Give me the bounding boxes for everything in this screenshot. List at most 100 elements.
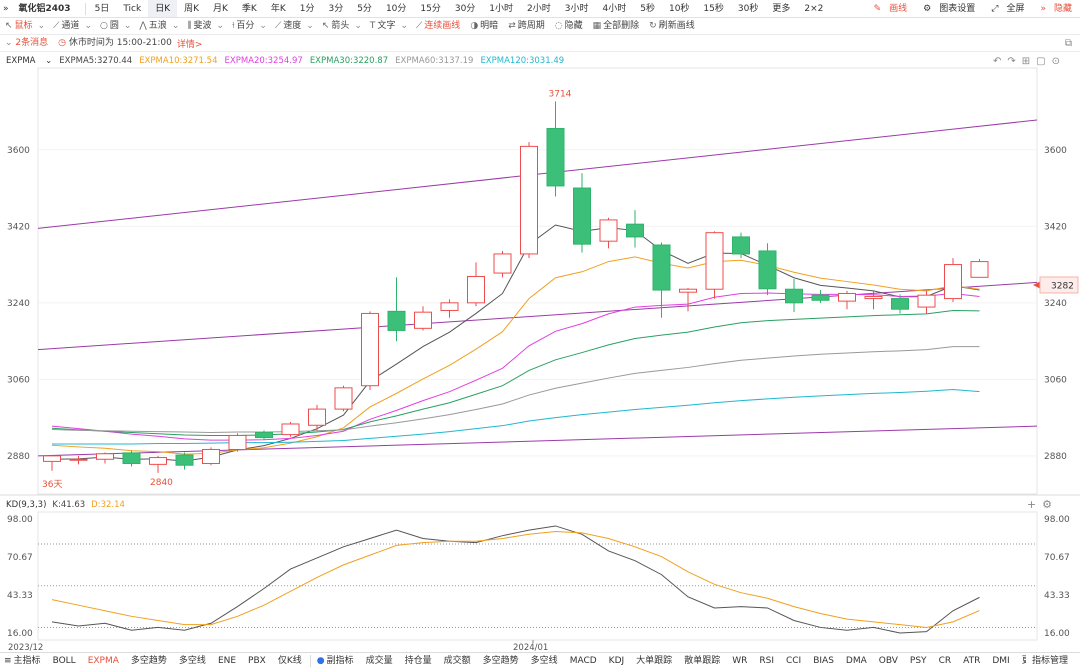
- ema-legend-item-5: EXPMA120:3031.49: [480, 56, 565, 66]
- timeframe-16[interactable]: 4小时: [602, 3, 627, 14]
- indicator-13[interactable]: 多空线: [530, 655, 558, 666]
- indicator-7[interactable]: 仅K线: [277, 655, 302, 666]
- indicator-6[interactable]: PBX: [248, 655, 266, 666]
- indicator-9[interactable]: 成交量: [365, 655, 393, 666]
- ema-line-expma30: [51, 309, 980, 436]
- chevron-down-icon[interactable]: ⌄: [84, 21, 92, 31]
- chevron-down-icon[interactable]: ⌄: [259, 21, 267, 31]
- indicator-20[interactable]: CCI: [785, 655, 802, 666]
- indicator-12[interactable]: 多空趋势: [482, 655, 519, 666]
- timeframe-13[interactable]: 1小时: [489, 3, 514, 14]
- kd-plot-frame: [37, 511, 1038, 641]
- indicator-5[interactable]: ENE: [217, 655, 237, 666]
- draw-tool-6[interactable]: ⟋ 速度: [270, 18, 306, 34]
- draw-tool-14[interactable]: ↻ 刷新画线: [644, 18, 700, 34]
- draw-tool-13[interactable]: ▦ 全部删除: [588, 18, 645, 34]
- draw-tool-9[interactable]: ⟋ 连续画线: [411, 18, 465, 34]
- indicator-19[interactable]: RSI: [759, 655, 774, 666]
- timeframe-21[interactable]: 更多: [772, 3, 791, 14]
- timeframe-15[interactable]: 3小时: [564, 3, 589, 14]
- timeframe-3[interactable]: 周K: [184, 3, 200, 14]
- indicator-17[interactable]: 散单跟踪: [684, 655, 721, 666]
- window-icon[interactable]: ⧉: [1064, 37, 1072, 49]
- indicator-16[interactable]: 大单跟踪: [636, 655, 673, 666]
- timeframe-6[interactable]: 年K: [270, 3, 286, 14]
- chevron-down-icon[interactable]: ⌄: [216, 21, 225, 31]
- draw-tool-0[interactable]: ↖ 鼠标: [0, 18, 38, 34]
- chevron-down-icon[interactable]: ⌄: [400, 21, 408, 31]
- indicator-23[interactable]: OBV: [878, 655, 898, 666]
- timeframe-12[interactable]: 30分: [454, 3, 476, 14]
- indicator-10[interactable]: 持仓量: [404, 655, 432, 666]
- chart-canvas[interactable]: 2880 2880 3060 3060 3240 3240 3420 3420 3600 3600…: [0, 52, 1080, 652]
- indicator-3[interactable]: 多空趋势: [130, 655, 167, 666]
- indicator-27[interactable]: DMI: [992, 655, 1010, 666]
- timeframe-17[interactable]: 5秒: [640, 3, 655, 14]
- candle-up: [308, 408, 326, 426]
- chevron-down-icon[interactable]: ⌄: [37, 21, 46, 31]
- details-link[interactable]: 详情>: [176, 39, 203, 50]
- candle-up: [838, 292, 856, 302]
- draw-tool-3[interactable]: ⋀ 五浪: [134, 18, 171, 34]
- indicator-11[interactable]: 成交额: [443, 655, 471, 666]
- chevron-down-icon[interactable]: ⌄: [306, 21, 314, 31]
- candle-up: [43, 455, 61, 462]
- collapse-icon[interactable]: »: [3, 3, 9, 14]
- indicator-21[interactable]: BIAS: [813, 655, 834, 666]
- timeframe-5[interactable]: 季K: [241, 3, 257, 14]
- timeframe-8[interactable]: 3分: [328, 3, 344, 14]
- indicator-14[interactable]: MACD: [569, 655, 597, 666]
- chart-settings-button[interactable]: ⚙ 图表设置: [915, 0, 983, 17]
- timeframe-19[interactable]: 15秒: [703, 3, 724, 14]
- draw-tool-label: 刷新画线: [658, 20, 695, 31]
- indicator-22[interactable]: DMA: [845, 655, 867, 666]
- chevron-down-icon[interactable]: ⌄: [354, 21, 362, 31]
- indicator-15[interactable]: KDJ: [608, 655, 625, 666]
- hide-button[interactable]: » 隐藏: [1032, 0, 1080, 17]
- timeframe-9[interactable]: 5分: [357, 3, 372, 14]
- draw-tool-1[interactable]: ⟋ 通道: [48, 18, 84, 34]
- timeframe-22[interactable]: 2×2: [804, 3, 824, 14]
- indicator-8[interactable]: 副指标: [326, 655, 354, 666]
- draw-tool-11[interactable]: ⇄ 跨周期: [503, 18, 550, 34]
- fullscreen-button[interactable]: ⤢ 全屏: [983, 0, 1032, 17]
- draw-tool-2[interactable]: ○ 圆: [95, 18, 124, 34]
- timeframe-20[interactable]: 30秒: [737, 3, 759, 14]
- indicator-0[interactable]: 主指标: [13, 655, 41, 666]
- messages-button[interactable]: ⌄ 2条消息: [0, 35, 53, 51]
- draw-tool-7[interactable]: ↖ 箭头: [317, 18, 355, 34]
- timeframe-11[interactable]: 15分: [420, 3, 441, 14]
- timeframe-1[interactable]: Tick: [123, 3, 142, 14]
- indicator-25[interactable]: CR: [938, 655, 952, 666]
- indicator-18[interactable]: WR: [732, 655, 748, 666]
- indicator-26[interactable]: ATR: [963, 655, 981, 666]
- draw-tool-icon: ⟋: [53, 20, 60, 31]
- indicator-2[interactable]: EXPMA: [87, 655, 119, 666]
- draw-tool-12[interactable]: ◌ 隐藏: [550, 18, 588, 34]
- timeframe-18[interactable]: 10秒: [668, 3, 690, 14]
- chevron-down-icon[interactable]: ⌄: [171, 21, 180, 31]
- indicator-4[interactable]: 多空线: [178, 655, 206, 666]
- chart-tool-icons[interactable]: ↶↷⊞▢⊙: [993, 56, 1066, 67]
- indicator-manage-button[interactable]: 指标管理: [1025, 653, 1074, 668]
- divider: [309, 654, 311, 667]
- timeframe-4[interactable]: 月K: [213, 3, 228, 14]
- kd-tick-left: 16.00: [7, 629, 33, 639]
- draw-button[interactable]: ✎ 画线: [866, 0, 916, 17]
- kd-legend-name[interactable]: KD(9,3,3): [6, 500, 47, 510]
- chevron-down-icon[interactable]: ⌄: [123, 21, 132, 31]
- draw-tool-8[interactable]: T 文字: [365, 18, 401, 34]
- indicator-24[interactable]: PSY: [909, 655, 927, 666]
- draw-tool-10[interactable]: ◑ 明暗: [465, 18, 503, 34]
- symbol-selector[interactable]: 氧化铝2403: [18, 3, 71, 14]
- kd-tool-icons[interactable]: +⚙: [1026, 498, 1058, 511]
- timeframe-10[interactable]: 10分: [385, 3, 407, 14]
- ema-legend-name[interactable]: EXPMA ⌄: [6, 56, 53, 66]
- timeframe-0[interactable]: 5日: [94, 3, 110, 14]
- timeframe-2[interactable]: 日K: [148, 0, 178, 17]
- draw-tool-4[interactable]: ⫼ 斐波: [182, 18, 216, 34]
- timeframe-14[interactable]: 2小时: [527, 3, 551, 14]
- draw-tool-5[interactable]: ⟊ 百分: [227, 18, 259, 34]
- timeframe-7[interactable]: 1分: [299, 3, 315, 14]
- indicator-1[interactable]: BOLL: [52, 655, 76, 666]
